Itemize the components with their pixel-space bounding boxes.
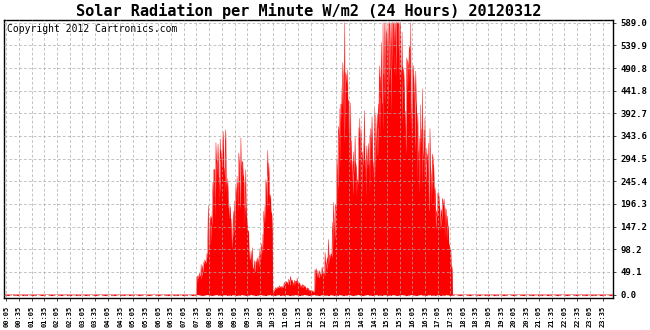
Text: Copyright 2012 Cartronics.com: Copyright 2012 Cartronics.com [7,24,177,34]
Title: Solar Radiation per Minute W/m2 (24 Hours) 20120312: Solar Radiation per Minute W/m2 (24 Hour… [75,3,541,19]
